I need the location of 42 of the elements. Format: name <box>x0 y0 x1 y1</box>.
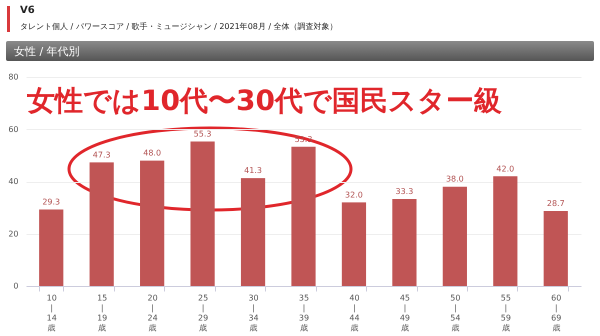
bar <box>39 209 64 286</box>
x-tick-label: 55 | 59 歳 <box>500 294 511 332</box>
bar <box>190 142 215 286</box>
bar <box>544 211 568 286</box>
data-label: 38.0 <box>446 174 464 184</box>
bar <box>342 202 366 286</box>
y-tick-label: 80 <box>8 72 18 82</box>
x-tick-label: 30 | 34 歳 <box>248 294 259 332</box>
section-header: 女性 / 年代別 <box>6 41 594 61</box>
x-tick-label: 50 | 54 歳 <box>450 294 460 332</box>
chart-subtitle: タレント個人 / パワースコア / 歌手・ミュージシャン / 2021年08月 / 全体（調査対象） <box>20 21 338 32</box>
x-tick-label: 45 | 49 歳 <box>400 294 410 332</box>
data-label: 32.0 <box>345 190 363 200</box>
bar <box>140 160 164 286</box>
bar <box>392 199 417 286</box>
x-tick-label: 10 | 14 歳 <box>46 294 57 332</box>
x-tick-label: 15 | 19 歳 <box>97 294 108 332</box>
x-tick-label: 40 | 44 歳 <box>349 294 360 332</box>
bar <box>442 186 467 286</box>
x-tick-label: 60 | 69 歳 <box>551 294 562 332</box>
data-label: 55.3 <box>194 130 212 139</box>
x-tick-label: 25 | 29 歳 <box>198 294 208 332</box>
data-label: 48.0 <box>143 148 162 158</box>
data-label: 47.3 <box>92 150 111 160</box>
data-label: 41.3 <box>244 166 262 176</box>
data-label: 33.3 <box>396 187 414 196</box>
data-label: 53.3 <box>294 134 312 144</box>
y-tick-label: 40 <box>8 177 18 186</box>
bar <box>240 178 266 286</box>
x-tick-label: 35 | 39 歳 <box>298 294 310 332</box>
bar <box>90 162 114 286</box>
bar <box>291 146 316 286</box>
bar <box>493 176 518 286</box>
annotation: 女性では10代〜30代で国民スター級 <box>27 83 502 119</box>
data-label: 28.7 <box>546 199 565 208</box>
chart-title: V6 <box>20 5 35 16</box>
y-tick-label: 20 <box>8 229 18 238</box>
data-label: 42.0 <box>496 164 514 174</box>
y-tick-label: 60 <box>8 124 18 134</box>
y-tick-label: 0 <box>13 282 18 290</box>
data-label: 29.3 <box>42 197 60 206</box>
x-tick-label: 20 | 24 歳 <box>148 294 158 332</box>
